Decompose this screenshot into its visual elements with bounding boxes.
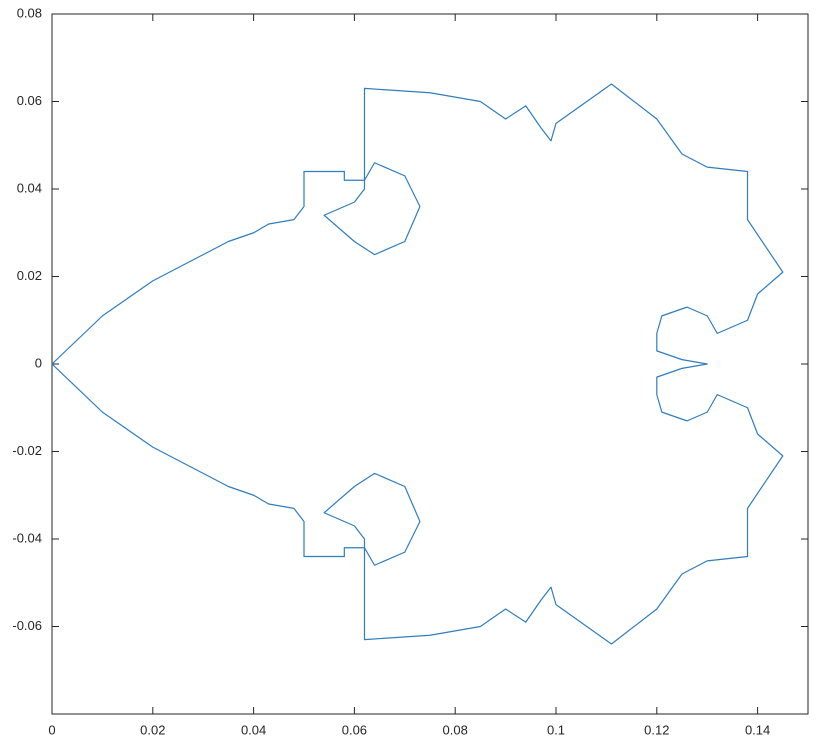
plot-area	[51, 13, 809, 715]
x-tick-label: 0.02	[140, 722, 165, 737]
x-tick-label: 0.06	[342, 722, 367, 737]
y-tick-label: 0.08	[17, 5, 42, 20]
x-tick-label: 0.12	[644, 722, 669, 737]
y-tick-label: -0.02	[12, 443, 42, 458]
x-tick-label: 0.14	[745, 722, 770, 737]
x-tick-label: 0.1	[547, 722, 565, 737]
y-tick-label: 0.04	[17, 180, 42, 195]
y-tick-label: -0.06	[12, 618, 42, 633]
x-tick-label: 0.04	[241, 722, 266, 737]
x-tick-label: 0	[48, 722, 55, 737]
y-tick-label: -0.04	[12, 530, 42, 545]
series-line	[51, 83, 784, 645]
y-tick-label: 0.02	[17, 268, 42, 283]
y-tick-label: 0.06	[17, 93, 42, 108]
y-tick-label: 0	[35, 355, 42, 370]
x-tick-label: 0.08	[443, 722, 468, 737]
